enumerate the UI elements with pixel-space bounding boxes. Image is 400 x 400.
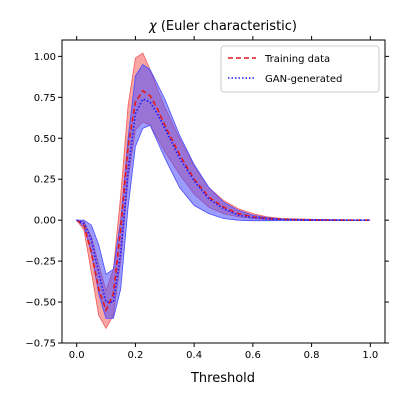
y-axis-ticks: −0.75 −0.50 −0.25 0.00 0.25 0.50 0.75 1.00 [25,52,389,350]
legend-label-gan: GAN-generated [265,74,342,85]
y-tick-label: 0.00 [34,216,56,227]
x-tick-label: 0.2 [127,350,143,361]
y-tick-label: 0.50 [34,134,56,145]
x-tick-label: 0.4 [186,350,202,361]
x-tick-label: 1.0 [362,350,378,361]
y-tick-label: 1.00 [34,52,56,63]
x-tick-label: 0.8 [304,350,320,361]
x-axis-ticks: 0.0 0.2 0.4 0.6 0.8 1.0 [69,36,378,361]
legend-label-training: Training data [264,54,330,65]
legend: Training data GAN-generated [220,45,380,93]
y-tick-label: −0.25 [25,257,56,268]
line-gan [76,97,371,303]
chart-title-symbol: χ [148,19,158,34]
y-tick-label: 0.25 [34,175,56,186]
x-axis-title: Threshold [190,371,255,386]
x-tick-label: 0.0 [69,350,85,361]
x-tick-label: 0.6 [245,350,261,361]
y-tick-label: −0.50 [25,298,56,309]
legend-box [220,45,380,93]
y-tick-label: 0.75 [34,93,56,104]
y-tick-label: −0.75 [25,339,56,350]
band-gan [75,64,371,319]
mean-lines [76,89,371,313]
confidence-bands [75,52,371,330]
chart-title-rest: (Euler characteristic) [157,19,297,34]
plot-frame [61,39,386,344]
chart-title: χ (Euler characteristic) [148,19,297,34]
